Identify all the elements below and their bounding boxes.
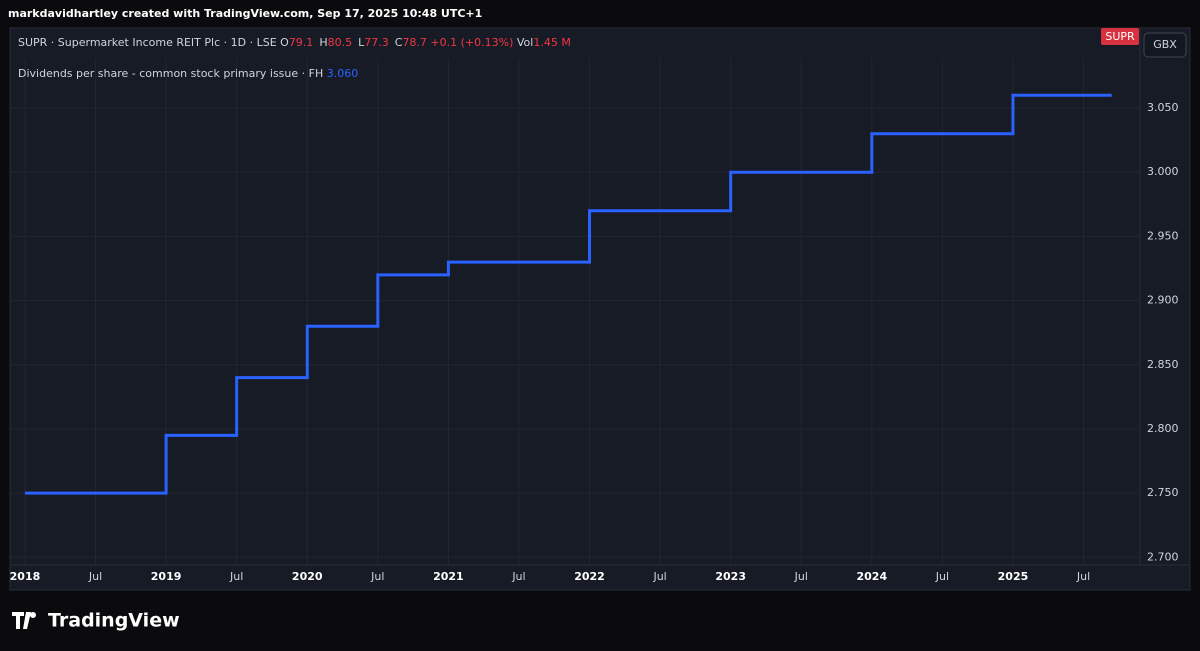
symbol-badge bbox=[1101, 28, 1139, 45]
x-tick-label: Jul bbox=[370, 570, 384, 583]
logo-icon bbox=[12, 612, 36, 629]
change: +0.1 (+0.13%) bbox=[430, 36, 514, 49]
ohlc-value: 77.3 bbox=[364, 36, 389, 49]
x-tick-label: Jul bbox=[229, 570, 243, 583]
x-tick-label: 2021 bbox=[433, 570, 464, 583]
ohlc-value: 79.1 bbox=[288, 36, 314, 49]
ohlc-value: 80.5 bbox=[327, 36, 353, 49]
symbol-legend: SUPR · Supermarket Income REIT Plc · 1D … bbox=[18, 36, 571, 49]
chart-pane bbox=[9, 27, 1191, 591]
attribution: markdavidhartley created with TradingVie… bbox=[8, 7, 483, 20]
series-last-value: 3.060 bbox=[326, 67, 359, 80]
y-tick-label: 2.900 bbox=[1147, 294, 1179, 307]
ohlc-key: C bbox=[394, 36, 403, 49]
ohlc-value: 78.7 bbox=[402, 36, 427, 49]
series-name: Dividends per share - common stock prima… bbox=[18, 67, 324, 80]
y-tick-label: 2.800 bbox=[1147, 422, 1179, 435]
ohlc-key: H bbox=[319, 36, 328, 49]
series-line bbox=[24, 93, 1112, 495]
volume-key: Vol bbox=[516, 36, 534, 49]
x-tick-label: 2020 bbox=[292, 570, 323, 583]
ohlc-key: L bbox=[358, 36, 365, 49]
currency-text[interactable]: GBX bbox=[1153, 38, 1177, 51]
x-tick-label: Jul bbox=[935, 570, 949, 583]
currency-button[interactable] bbox=[1143, 32, 1187, 58]
y-tick-label: 2.850 bbox=[1147, 358, 1179, 371]
x-tick-label: 2024 bbox=[857, 570, 888, 583]
x-tick-label: 2019 bbox=[151, 570, 182, 583]
plot bbox=[24, 93, 1112, 495]
x-tick-label: Jul bbox=[794, 570, 808, 583]
x-tick-label: 2022 bbox=[574, 570, 605, 583]
x-tick-label: Jul bbox=[88, 570, 102, 583]
x-tick-label: Jul bbox=[1076, 570, 1090, 583]
grid: 2.700 2.750 2.800 2.850 2.900 2.950 3.000 3.050… bbox=[10, 58, 1179, 583]
x-tick-label: Jul bbox=[511, 570, 525, 583]
y-tick-label: 3.050 bbox=[1147, 101, 1179, 114]
x-tick-label: 2023 bbox=[715, 570, 746, 583]
y-tick-label: 2.950 bbox=[1147, 229, 1179, 242]
indicator-legend: Dividends per share - common stock prima… bbox=[18, 67, 358, 80]
logo-text: TradingView bbox=[48, 610, 180, 632]
ohlc: O79.1 H80.5 L77.3 C78.7 bbox=[280, 36, 427, 49]
ohlc-key: O bbox=[280, 36, 289, 49]
symbol-name: SUPR · Supermarket Income REIT Plc · 1D … bbox=[18, 36, 277, 49]
x-tick-label: 2018 bbox=[10, 570, 41, 583]
y-tick-label: 2.750 bbox=[1147, 486, 1179, 499]
y-tick-label: 2.700 bbox=[1147, 550, 1179, 563]
x-tick-label: 2025 bbox=[998, 570, 1029, 583]
x-tick-label: Jul bbox=[652, 570, 666, 583]
volume-value: 1.45 M bbox=[533, 36, 571, 49]
y-tick-label: 3.000 bbox=[1147, 165, 1179, 178]
symbol-badge-text: SUPR bbox=[1105, 30, 1135, 43]
